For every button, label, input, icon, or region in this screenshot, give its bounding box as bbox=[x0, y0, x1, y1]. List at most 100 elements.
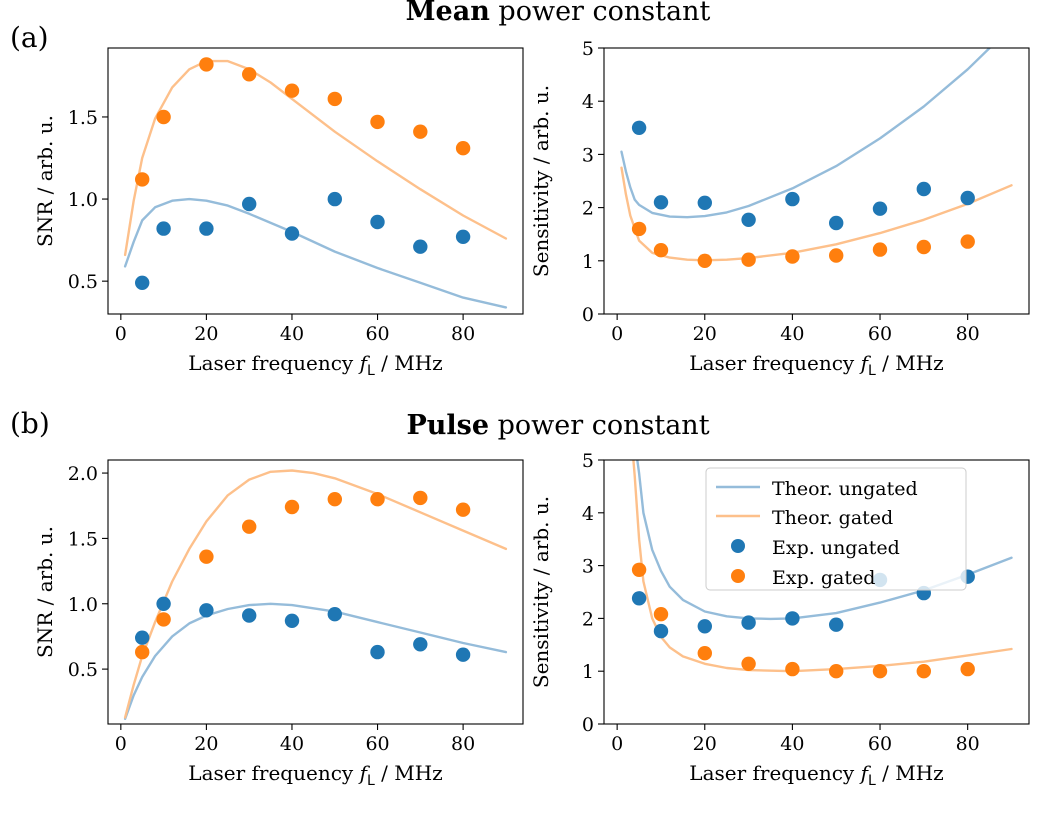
data-point-exp-ungated bbox=[199, 603, 214, 618]
data-point-exp-ungated bbox=[135, 275, 150, 290]
plot-data-area bbox=[620, 48, 1013, 268]
data-point-exp-ungated bbox=[829, 617, 844, 632]
data-point-exp-ungated bbox=[653, 195, 669, 210]
x-axis-label-unit: / MHz bbox=[375, 761, 443, 785]
data-point-exp-gated bbox=[370, 492, 385, 507]
data-point-exp-ungated bbox=[455, 647, 471, 662]
legend: Theor. ungated Theor. gated Exp. ungated… bbox=[705, 467, 967, 591]
data-point-exp-gated bbox=[156, 109, 171, 125]
y-axis-label: SNR / arb. u. bbox=[33, 115, 57, 247]
y-tick-label: 5 bbox=[582, 450, 594, 472]
series-line-theor-gated bbox=[620, 166, 1013, 262]
series-line-theor-ungated bbox=[123, 602, 508, 720]
plot-sensitivity-pulse-power: 0 20 40 60 80 0 1 2 3 4 5 Laser frequency fL / MHz S… bbox=[529, 450, 1030, 789]
series-line-theor-ungated bbox=[620, 48, 991, 219]
data-point-exp-gated bbox=[631, 562, 647, 577]
y-axis-label: SNR / arb. u. bbox=[33, 526, 57, 658]
y-tick-label: 5 bbox=[582, 38, 594, 60]
x-tick-label: 0 bbox=[611, 733, 623, 755]
x-axis-label-text: Laser frequency bbox=[689, 351, 860, 375]
data-point-exp-gated bbox=[199, 57, 214, 72]
data-point-exp-gated bbox=[872, 664, 888, 679]
data-point-exp-ungated bbox=[785, 191, 800, 207]
data-point-exp-ungated bbox=[156, 221, 171, 236]
plot-snr-pulse-power: 0 20 40 60 80 0.5 1.0 1.5 2.0 Laser frequency fL … bbox=[33, 459, 524, 789]
plot-data-area bbox=[631, 460, 1013, 679]
y-tick-label: 3 bbox=[582, 556, 594, 578]
axes-frame bbox=[107, 459, 524, 725]
data-point-exp-gated bbox=[327, 91, 342, 107]
x-tick-label: 40 bbox=[280, 323, 304, 345]
series-line-theor-gated bbox=[123, 59, 508, 257]
x-axis-label-unit: / MHz bbox=[375, 351, 443, 375]
x-tick-label: 40 bbox=[780, 733, 804, 755]
y-tick-label: 1.0 bbox=[68, 189, 98, 211]
data-point-exp-gated bbox=[916, 239, 931, 255]
data-point-exp-ungated bbox=[370, 644, 385, 660]
x-tick-label: 60 bbox=[365, 323, 389, 345]
y-tick-label: 0 bbox=[582, 714, 594, 736]
x-tick-label: 20 bbox=[194, 733, 218, 755]
data-point-exp-gated bbox=[455, 502, 471, 517]
y-tick-label: 0.5 bbox=[68, 659, 98, 681]
data-point-exp-gated bbox=[370, 114, 385, 130]
data-point-exp-gated bbox=[697, 646, 712, 661]
axes-frame bbox=[603, 47, 1030, 315]
x-axis-label-subscript: L bbox=[868, 363, 876, 379]
x-axis-label: Laser frequency fL / MHz bbox=[689, 761, 943, 789]
x-axis-label-text: Laser frequency bbox=[188, 351, 359, 375]
x-tick-label: 60 bbox=[868, 733, 892, 755]
y-tick-label: 2 bbox=[582, 198, 594, 220]
data-point-exp-gated bbox=[135, 172, 150, 187]
data-point-exp-ungated bbox=[653, 623, 669, 639]
data-point-exp-ungated bbox=[455, 229, 471, 244]
legend-marker-exp-gated bbox=[731, 569, 745, 583]
x-tick-label: 0 bbox=[611, 323, 623, 345]
y-tick-label: 1.0 bbox=[68, 594, 98, 616]
data-point-exp-gated bbox=[156, 612, 171, 627]
series-line-theor-gated bbox=[123, 469, 508, 719]
data-point-exp-ungated bbox=[916, 181, 931, 197]
x-axis-label-text: Laser frequency bbox=[689, 761, 860, 785]
x-tick-label: 40 bbox=[780, 323, 804, 345]
legend-label-theor-ungated: Theor. ungated bbox=[772, 478, 918, 500]
data-point-exp-ungated bbox=[960, 190, 975, 206]
data-point-exp-gated bbox=[199, 549, 214, 564]
panel-label-a: (a) bbox=[10, 21, 49, 54]
panel-title-a-bold: Mean bbox=[406, 0, 491, 27]
y-tick-label: 2.0 bbox=[68, 463, 98, 485]
x-tick-label: 20 bbox=[693, 323, 717, 345]
data-point-exp-ungated bbox=[242, 608, 257, 623]
data-point-exp-ungated bbox=[370, 214, 385, 230]
data-point-exp-gated bbox=[653, 243, 669, 258]
data-point-exp-gated bbox=[960, 661, 975, 677]
data-point-exp-gated bbox=[135, 644, 150, 660]
plot-data-area bbox=[123, 469, 508, 720]
data-point-exp-gated bbox=[872, 242, 888, 257]
legend-marker-exp-ungated bbox=[731, 539, 745, 553]
y-tick-label: 4 bbox=[582, 503, 594, 525]
data-point-exp-ungated bbox=[697, 619, 712, 634]
data-point-exp-gated bbox=[785, 249, 800, 264]
legend-label-theor-gated: Theor. gated bbox=[772, 507, 893, 529]
y-tick-label: 0 bbox=[582, 304, 594, 326]
y-axis-label: Sensitivity / arb. u. bbox=[529, 85, 553, 277]
x-axis-label-unit: / MHz bbox=[876, 351, 944, 375]
x-axis-label-subscript: L bbox=[367, 363, 375, 379]
x-axis-label-unit: / MHz bbox=[876, 761, 944, 785]
x-axis-label: Laser frequency fL / MHz bbox=[188, 351, 442, 379]
data-point-exp-gated bbox=[653, 607, 669, 622]
data-point-exp-gated bbox=[741, 252, 756, 267]
data-point-exp-gated bbox=[785, 661, 800, 677]
plot-snr-mean-power: 0 20 40 60 80 0.5 1.0 1.5 Laser frequency fL / M… bbox=[33, 47, 524, 379]
data-point-exp-gated bbox=[829, 664, 844, 679]
plot-data-area bbox=[123, 57, 508, 309]
y-tick-label: 2 bbox=[582, 608, 594, 630]
y-tick-label: 1 bbox=[582, 661, 594, 683]
x-tick-label: 60 bbox=[868, 323, 892, 345]
x-tick-label: 20 bbox=[693, 733, 717, 755]
panel-title-b-rest: power constant bbox=[489, 410, 710, 441]
data-point-exp-gated bbox=[413, 124, 428, 139]
data-point-exp-ungated bbox=[631, 120, 647, 135]
legend-label-exp-ungated: Exp. ungated bbox=[772, 537, 900, 559]
